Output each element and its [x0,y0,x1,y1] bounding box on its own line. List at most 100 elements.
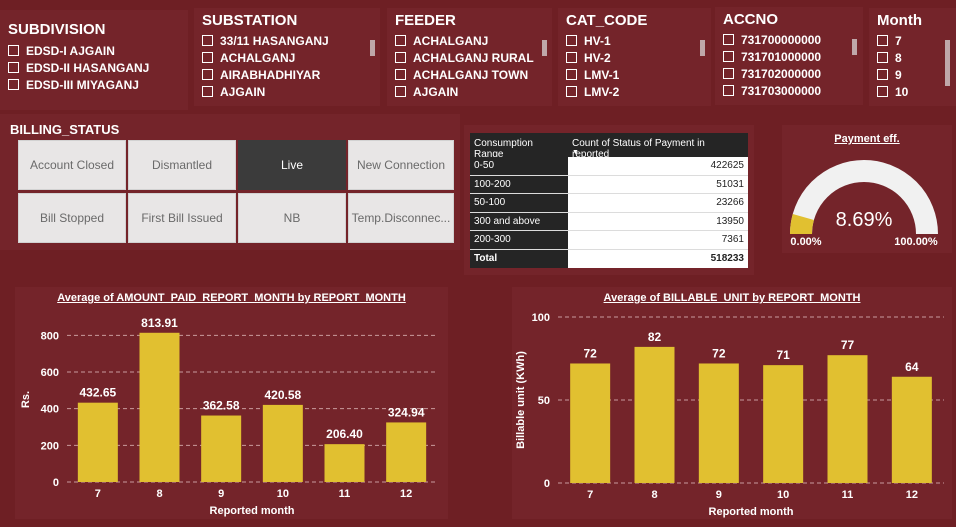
table-row: 200-300 7361 [470,231,748,250]
table-row: 50-100 23266 [470,194,748,213]
billing-status-buttons: Account Closed Dismantled Live New Conne… [18,140,454,243]
slicer-item[interactable]: HV-2 [566,49,619,66]
checkbox-icon[interactable] [877,69,888,80]
billing-status-button[interactable]: New Connection [348,140,454,190]
column-header[interactable]: Count of Status of Payment in reported ▼ [572,138,705,160]
checkbox-icon[interactable] [202,86,213,97]
y-tick-label: 800 [41,330,59,342]
slicer-item[interactable]: ACHALGANJ [202,49,329,66]
table-total-row: Total 518233 [470,249,748,268]
gauge-value: 8.69% [836,209,893,231]
slicer-title: FEEDER [395,12,456,29]
x-axis-label: Reported month [709,506,794,518]
data-label: 82 [648,330,662,344]
checkbox-icon[interactable] [395,52,406,63]
slicer-item[interactable]: 731701000000 [723,48,821,65]
slicer-cat-code: CAT_CODE HV-1 HV-2 LMV-1 LMV-2 [558,8,711,106]
checkbox-icon[interactable] [566,69,577,80]
y-axis-label: Rs. [20,391,32,408]
slicer-item[interactable]: HV-1 [566,32,619,49]
checkbox-icon[interactable] [8,62,19,73]
slicer-item[interactable]: AIRABHADHIYAR [202,66,329,83]
bar [201,415,242,482]
checkbox-icon[interactable] [8,79,19,90]
slicer-item[interactable]: 7 [877,32,908,49]
y-tick-label: 600 [41,367,59,379]
bar [77,402,118,482]
billing-status-button[interactable]: NB [238,193,346,243]
data-label: 432.65 [79,386,116,400]
checkbox-icon[interactable] [566,35,577,46]
x-tick-label: 11 [842,489,854,501]
scrollbar[interactable] [700,40,705,56]
slicer-item[interactable]: 33/11 HASANGANJ [202,32,329,49]
checkbox-icon[interactable] [202,52,213,63]
slicer-item[interactable]: ACHALGANJ TOWN [395,66,534,83]
x-tick-label: 12 [400,488,412,500]
checkbox-icon[interactable] [202,35,213,46]
checkbox-icon[interactable] [877,35,888,46]
slicer-title: SUBSTATION [202,12,298,29]
payment-efficiency-gauge: 8.69% 0.00% 100.00% [790,160,938,248]
sort-down-icon[interactable]: ▼ [572,149,579,156]
chart-title: Average of AMOUNT_PAID_REPORT_MONTH by R… [57,292,406,304]
data-label: 362.58 [203,399,240,413]
bar [698,363,739,483]
checkbox-icon[interactable] [723,85,734,96]
billing-status-button[interactable]: Temp.Disconnec... [348,193,454,243]
slicer-item[interactable]: LMV-2 [566,83,619,100]
slicer-item[interactable]: ACHALGANJ [395,32,534,49]
checkbox-icon[interactable] [566,52,577,63]
slicer-item[interactable]: ACHALGANJ RURAL [395,49,534,66]
slicer-item[interactable]: AJGAIN [395,83,534,100]
checkbox-icon[interactable] [8,45,19,56]
billing-status-title: BILLING_STATUS [10,122,120,137]
scrollbar[interactable] [852,39,857,55]
checkbox-icon[interactable] [566,86,577,97]
checkbox-icon[interactable] [723,51,734,62]
billing-status-button[interactable]: Dismantled [128,140,236,190]
slicer-item[interactable]: 9 [877,66,908,83]
y-tick-label: 200 [41,440,59,452]
data-label: 420.58 [264,388,301,402]
scrollbar[interactable] [370,40,375,56]
slicer-title: Month [877,12,922,29]
data-label: 324.94 [388,405,425,419]
slicer-item[interactable]: AJGAIN [202,83,329,100]
gauge-fill [790,214,815,235]
scrollbar[interactable] [945,40,950,86]
billing-status-button[interactable]: First Bill Issued [128,193,236,243]
slicer-item[interactable]: EDSD-II HASANGANJ [8,59,149,76]
x-axis-label: Reported month [210,505,295,517]
checkbox-icon[interactable] [202,69,213,80]
chart-title: Average of BILLABLE_UNIT by REPORT_MONTH [603,292,861,304]
amount-paid-bar-chart: 0 200 400 600 800 432.65 7 813.91 8 362.58 9 420.58… [20,316,437,517]
column-header[interactable]: Consumption Range [474,138,533,160]
billing-status-button[interactable]: Bill Stopped [18,193,126,243]
bar [324,444,365,482]
slicer-item[interactable]: EDSD-I AJGAIN [8,42,149,59]
slicer-item[interactable]: 8 [877,49,908,66]
checkbox-icon[interactable] [723,34,734,45]
checkbox-icon[interactable] [723,68,734,79]
billing-status-button-active[interactable]: Live [238,140,346,190]
scrollbar[interactable] [542,40,547,56]
table-row: 100-200 51031 [470,175,748,194]
slicer-item[interactable]: 731702000000 [723,65,821,82]
billing-status-button[interactable]: Account Closed [18,140,126,190]
checkbox-icon[interactable] [395,69,406,80]
bar [262,404,303,482]
slicer-item[interactable]: 731703000000 [723,82,821,99]
slicer-item[interactable]: 10 [877,83,908,100]
slicer-title: CAT_CODE [566,12,648,29]
checkbox-icon[interactable] [877,86,888,97]
data-label: 77 [841,338,855,352]
checkbox-icon[interactable] [877,52,888,63]
checkbox-icon[interactable] [395,86,406,97]
x-tick-label: 10 [777,489,789,501]
y-tick-label: 0 [544,478,550,490]
checkbox-icon[interactable] [395,35,406,46]
slicer-item[interactable]: EDSD-III MIYAGANJ [8,76,149,93]
slicer-item[interactable]: LMV-1 [566,66,619,83]
slicer-item[interactable]: 731700000000 [723,31,821,48]
